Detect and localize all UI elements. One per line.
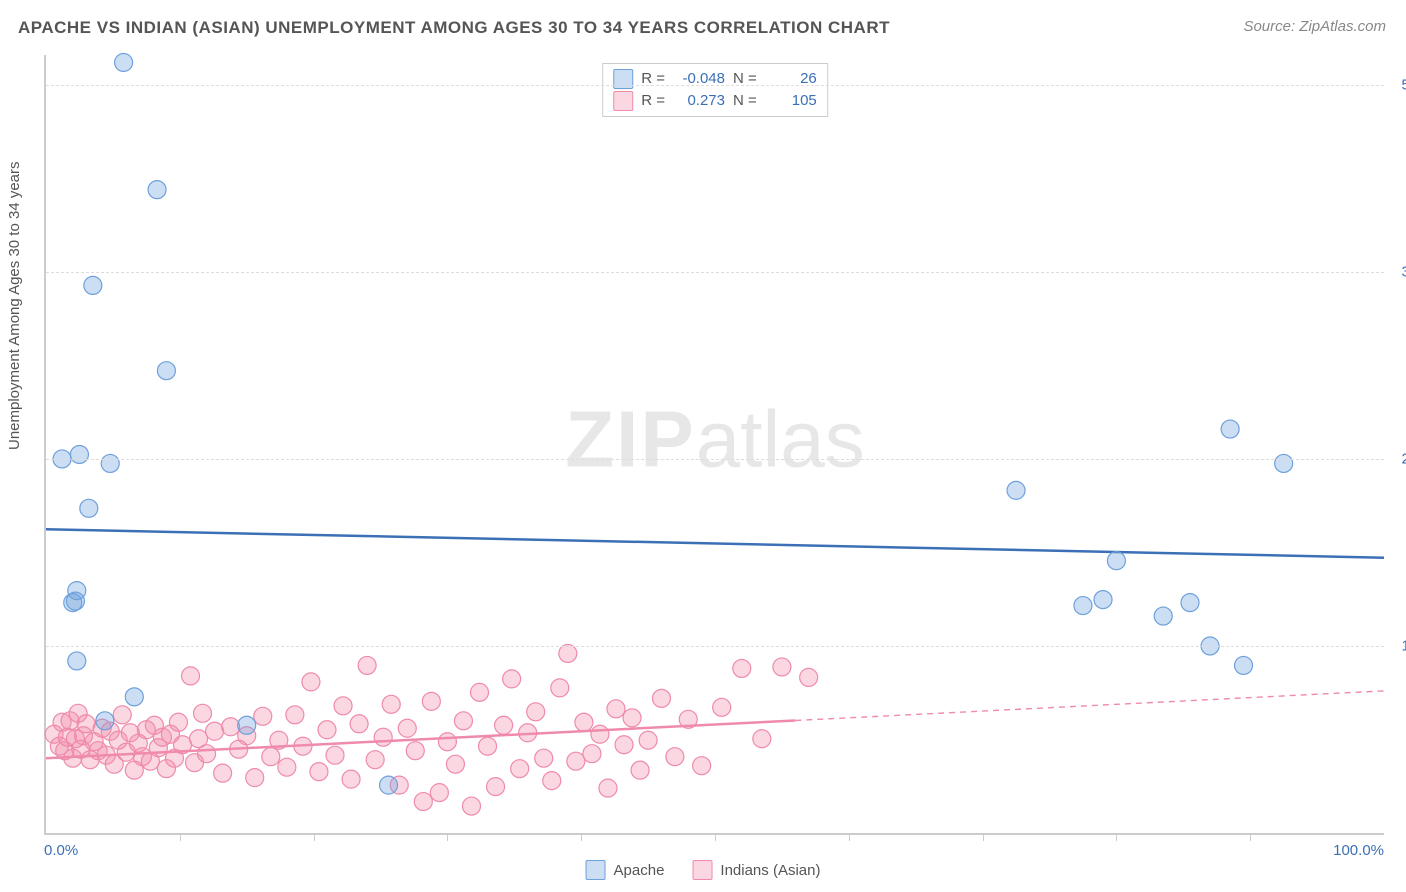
plot-area: ZIPatlas R = -0.048 N = 26 R = 0.273 N =…: [44, 55, 1384, 835]
stat-r-apache: -0.048: [673, 68, 725, 90]
legend-item-indians: Indians (Asian): [692, 860, 820, 880]
chart-source: Source: ZipAtlas.com: [1243, 18, 1386, 35]
x-axis-max-label: 100.0%: [1333, 842, 1384, 859]
y-tick-label: 25.0%: [1389, 450, 1406, 467]
legend-stats: R = -0.048 N = 26 R = 0.273 N = 105: [602, 63, 828, 117]
swatch-indians: [613, 91, 633, 111]
stat-n-label: N =: [733, 68, 757, 90]
plot-svg: [46, 55, 1384, 833]
legend-stats-row: R = -0.048 N = 26: [613, 68, 817, 90]
chart-title: APACHE VS INDIAN (ASIAN) UNEMPLOYMENT AM…: [18, 18, 890, 38]
stat-n-indians: 105: [765, 90, 817, 112]
bottom-legend: Apache Indians (Asian): [586, 860, 821, 880]
stat-r-label: R =: [641, 68, 665, 90]
swatch-apache: [586, 860, 606, 880]
stat-r-indians: 0.273: [673, 90, 725, 112]
y-tick-label: 50.0%: [1389, 76, 1406, 93]
x-axis-min-label: 0.0%: [44, 842, 78, 859]
legend-stats-row: R = 0.273 N = 105: [613, 90, 817, 112]
y-tick-label: 12.5%: [1389, 637, 1406, 654]
y-axis-label: Unemployment Among Ages 30 to 34 years: [6, 161, 23, 450]
swatch-indians: [692, 860, 712, 880]
legend-item-apache: Apache: [586, 860, 665, 880]
stat-n-label: N =: [733, 90, 757, 112]
legend-label-apache: Apache: [614, 862, 665, 879]
legend-label-indians: Indians (Asian): [720, 862, 820, 879]
swatch-apache: [613, 69, 633, 89]
chart-container: APACHE VS INDIAN (ASIAN) UNEMPLOYMENT AM…: [0, 0, 1406, 892]
stat-n-apache: 26: [765, 68, 817, 90]
stat-r-label: R =: [641, 90, 665, 112]
y-tick-label: 37.5%: [1389, 263, 1406, 280]
